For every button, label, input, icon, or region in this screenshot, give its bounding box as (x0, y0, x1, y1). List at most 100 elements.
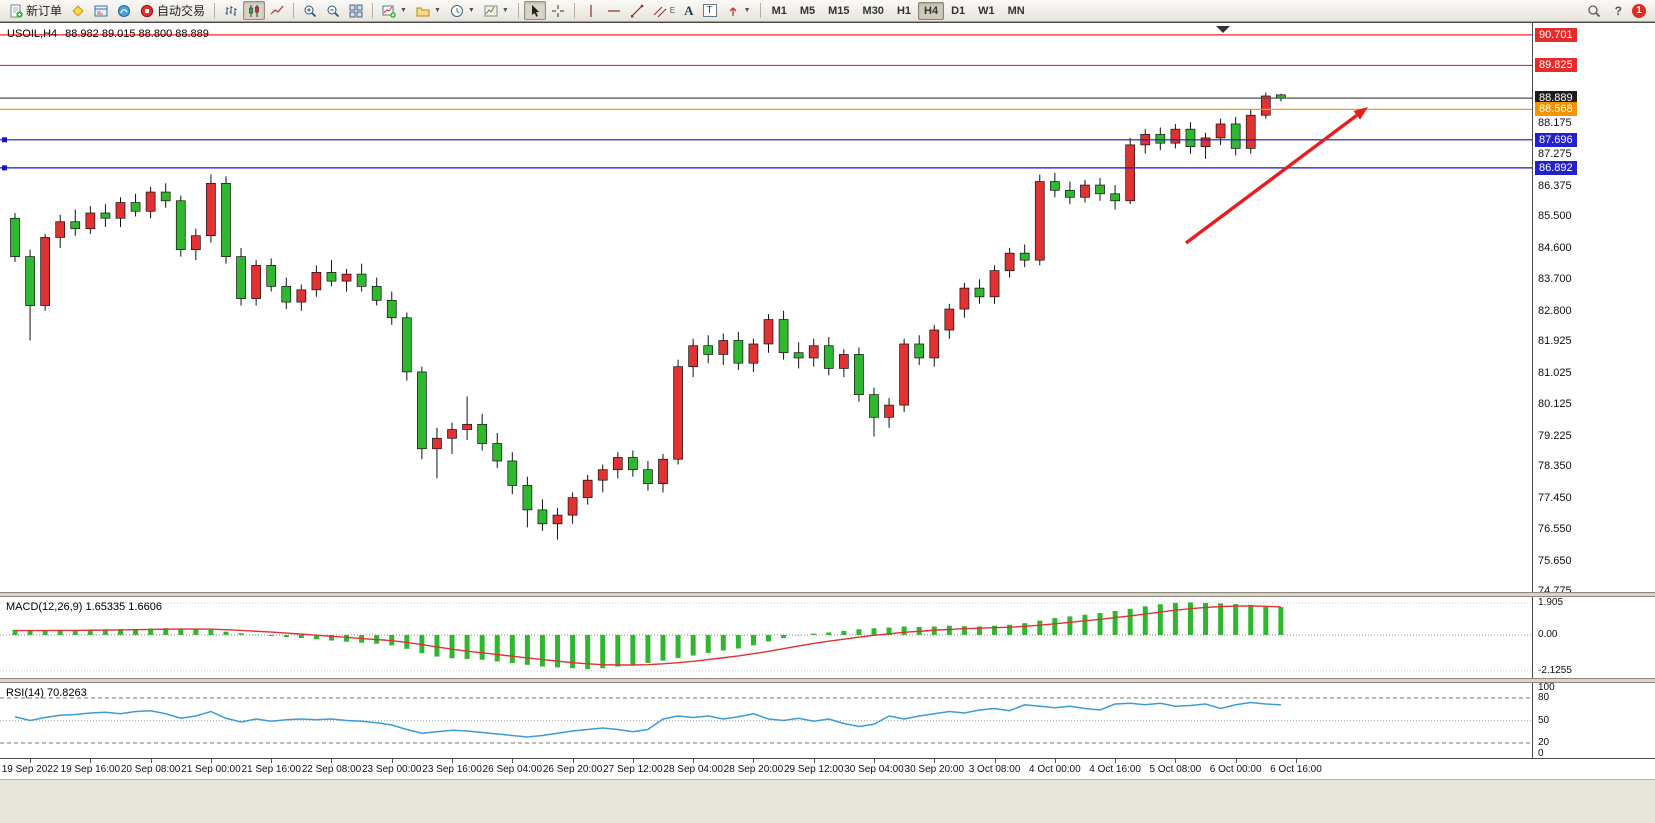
line-chart-button[interactable] (266, 1, 288, 20)
ohlc-values: 88.982 89.015 88.800 88.889 (65, 28, 209, 40)
vertical-line-tool-button[interactable] (580, 1, 602, 20)
timeframe-button-h1[interactable]: H1 (896, 4, 911, 17)
horizontal-line-icon (607, 4, 621, 18)
template-dropdown[interactable]: ▼ (480, 1, 513, 20)
main-chart[interactable]: USOIL,H4 88.982 89.015 88.800 88.889 (0, 22, 1532, 592)
price-tick-label: 81.025 (1538, 366, 1572, 379)
rsi-tick-label: 50 (1538, 714, 1550, 726)
timeframe-button-m1[interactable]: M1 (771, 4, 787, 17)
notification-badge[interactable]: 1 (1632, 3, 1646, 18)
rsi-panel[interactable]: RSI(14) 70.8263 (0, 683, 1532, 758)
text-tool-button[interactable]: A (680, 1, 697, 20)
crosshair-icon (551, 4, 565, 18)
profiles-dropdown[interactable]: ▼ (412, 1, 445, 20)
rsi-scale[interactable]: 100 80 50 20 0 (1532, 683, 1655, 758)
rsi-label: RSI(14) 70.8263 (6, 687, 87, 699)
line-chart-icon (270, 4, 284, 18)
zoom-in-button[interactable] (299, 1, 321, 20)
candlestick-chart-icon (247, 4, 261, 18)
price-plot (0, 26, 1532, 540)
price-tick-label: 79.225 (1538, 429, 1572, 442)
new-order-icon (9, 4, 23, 18)
timeframe-button-d1[interactable]: D1 (951, 4, 966, 17)
cursor-tool-button[interactable] (523, 1, 546, 20)
price-tick-label: 84.600 (1538, 241, 1572, 254)
price-tick-label: 81.925 (1538, 335, 1572, 348)
toolbar-separator (214, 3, 216, 18)
text-label-tool-button[interactable]: T (699, 1, 721, 20)
toolbar-separator (372, 3, 374, 18)
new-order-label: 新订单 (26, 4, 63, 18)
bar-chart-button[interactable] (220, 1, 242, 20)
market-watch-button[interactable] (90, 1, 112, 20)
price-level-badge: 89.825 (1535, 58, 1577, 73)
autotrading-button[interactable]: 自动交易 (136, 1, 209, 20)
time-tick-label: 5 Oct 08:00 (1149, 764, 1202, 775)
toolbar-separator (573, 3, 575, 18)
period-clock-dropdown[interactable]: ▼ (446, 1, 479, 20)
metaeditor-button[interactable] (67, 1, 89, 20)
time-tick-mark (1115, 759, 1117, 763)
price-tick-label: 86.375 (1538, 179, 1572, 192)
tile-windows-button[interactable] (345, 1, 367, 20)
rsi-line (14, 701, 1281, 738)
time-tick-label: 22 Sep 08:00 (301, 764, 362, 775)
new-order-button[interactable]: 新订单 (5, 1, 66, 20)
time-tick-label: 23 Sep 00:00 (362, 764, 422, 775)
toolbar-separator (517, 3, 519, 18)
time-tick-label: 26 Sep 20:00 (542, 764, 603, 775)
window-background (0, 779, 1655, 823)
help-button[interactable]: ? (1611, 1, 1626, 20)
time-tick-mark (391, 759, 393, 763)
main-toolbar: 新订单 自动交易 (0, 0, 1655, 22)
price-tick-label: 75.650 (1538, 554, 1572, 567)
time-tick-mark (873, 759, 875, 763)
timeframe-button-w1[interactable]: W1 (978, 4, 995, 17)
timeframe-button-m30[interactable]: M30 (862, 4, 884, 17)
chart-shift-marker[interactable] (1216, 26, 1230, 33)
time-tick-mark (813, 759, 815, 763)
crosshair-tool-button[interactable] (547, 1, 569, 20)
strategy-tester-button[interactable] (113, 1, 135, 20)
time-axis[interactable]: 19 Sep 2022 19 Sep 16:00 20 Sep 08:00 21 Se… (0, 758, 1655, 779)
panel-splitter[interactable] (0, 678, 1655, 683)
macd-panel[interactable]: MACD(12,26,9) 1.65335 1.6606 (0, 597, 1532, 678)
profiles-folder-icon (416, 4, 430, 18)
price-level-badge: 88.889 (1535, 91, 1577, 106)
equidistant-channel-tool-button[interactable]: E (649, 1, 679, 20)
timeframe-button-m5[interactable]: M5 (799, 4, 816, 17)
symbol-period-label: USOIL,H4 (7, 28, 58, 40)
price-tick-label: 78.350 (1538, 460, 1572, 473)
rsi-plot (0, 697, 1532, 744)
time-tick-mark (150, 759, 152, 763)
time-tick-label: 19 Sep 16:00 (60, 764, 121, 775)
zoom-out-button[interactable] (322, 1, 344, 20)
price-level-badge: 88.568 (1535, 102, 1577, 117)
price-scale[interactable]: 88.175 87.275 86.375 85.500 84.600 83.700 82.8… (1532, 22, 1655, 592)
trend-arrow-annotation[interactable] (1184, 107, 1368, 245)
timeframe-button-m15[interactable]: M15 (828, 4, 850, 17)
panel-splitter[interactable] (0, 592, 1655, 597)
tile-windows-icon (349, 4, 363, 18)
template-icon (484, 4, 498, 18)
time-tick-mark (210, 759, 212, 763)
toolbar-right-cluster: ? 1 (1583, 1, 1650, 20)
search-button[interactable] (1583, 1, 1605, 20)
bar-chart-icon (224, 4, 238, 18)
new-chart-dropdown[interactable]: ▼ (378, 1, 411, 20)
trendline-tool-button[interactable] (626, 1, 648, 20)
timeframe-button-h4[interactable]: H4 (918, 1, 945, 20)
arrows-dropdown[interactable]: ▼ (722, 1, 755, 20)
level-lines-layer[interactable] (0, 34, 1532, 171)
price-tick-label: 74.775 (1538, 585, 1572, 592)
trendline-icon (630, 4, 644, 18)
time-tick-mark (1235, 759, 1237, 763)
autotrading-label: 自动交易 (157, 4, 206, 18)
text-tool-icon: A (684, 2, 694, 18)
time-tick-label: 27 Sep 12:00 (603, 764, 663, 775)
macd-scale[interactable]: 1.905 0.00 -2.1255 (1532, 597, 1655, 678)
horizontal-line-tool-button[interactable] (603, 1, 625, 20)
candlestick-chart-button[interactable] (243, 1, 266, 20)
timeframe-button-mn[interactable]: MN (1007, 4, 1025, 17)
